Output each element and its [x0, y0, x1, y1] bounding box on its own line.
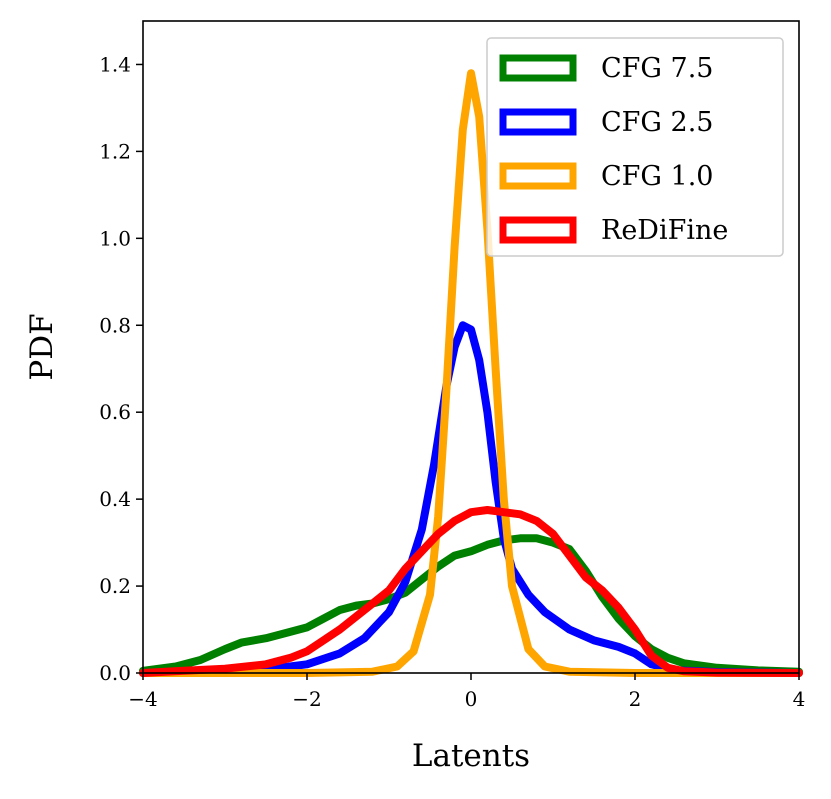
y-tick-label: 1.4 — [99, 52, 131, 76]
legend-frame — [486, 37, 784, 257]
x-tick-label: −4 — [128, 687, 157, 711]
y-tick-label: 0.0 — [99, 661, 131, 685]
series-line-0 — [139, 534, 803, 676]
series-line-2 — [139, 69, 803, 677]
series-lines — [139, 69, 803, 677]
x-axis-title: Latents — [412, 738, 530, 774]
legend-swatch-1 — [499, 108, 577, 136]
legend-swatch-0 — [499, 54, 577, 82]
legend-label-0: CFG 7.5 — [601, 53, 713, 84]
x-axis-ticks: −4 −2 0 2 4 — [128, 673, 805, 711]
x-tick-label: −2 — [292, 687, 321, 711]
legend-label-2: CFG 1.0 — [601, 161, 713, 192]
legend-label-3: ReDiFine — [601, 215, 728, 246]
legend-label-1: CFG 2.5 — [601, 107, 713, 138]
legend-swatch-2 — [499, 162, 577, 190]
series-line-1 — [139, 321, 803, 677]
x-tick-label: 0 — [465, 687, 478, 711]
x-tick-label: 2 — [629, 687, 642, 711]
y-tick-label: 0.8 — [99, 313, 131, 337]
y-tick-label: 0.2 — [99, 574, 131, 598]
y-tick-label: 1.0 — [99, 226, 131, 250]
series-line-3 — [139, 506, 803, 677]
y-tick-label: 1.2 — [99, 139, 131, 163]
y-tick-label: 0.6 — [99, 400, 131, 424]
legend-swatch-3 — [499, 216, 577, 244]
y-axis-title: PDF — [24, 313, 60, 380]
y-axis-ticks: 0.0 0.2 0.4 0.6 0.8 1.0 1.2 1.4 — [99, 52, 143, 685]
y-tick-label: 0.4 — [99, 487, 131, 511]
x-tick-label: 4 — [793, 687, 806, 711]
legend: CFG 7.5 CFG 2.5 CFG 1.0 ReDiFine — [486, 37, 784, 257]
